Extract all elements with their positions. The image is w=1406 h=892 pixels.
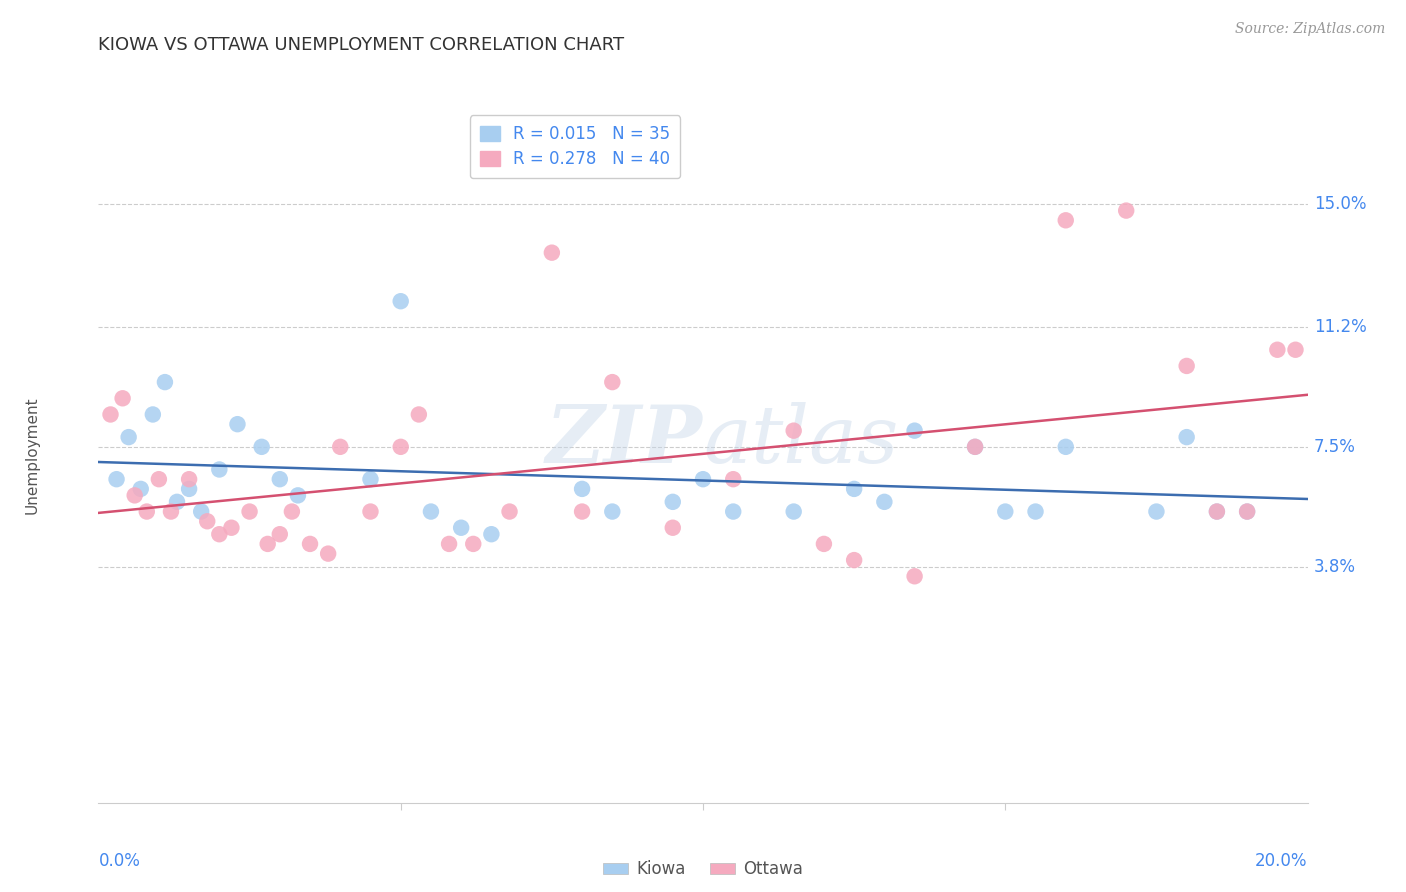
Point [105, 472, 128, 486]
Point [208, 527, 231, 541]
Point [389, 440, 412, 454]
Point [965, 440, 987, 454]
Text: 3.8%: 3.8% [1313, 558, 1355, 575]
Point [844, 553, 866, 567]
Point [1024, 504, 1046, 518]
Point [1206, 504, 1229, 518]
Point [1054, 213, 1077, 227]
Point [1206, 504, 1229, 518]
Point [111, 392, 134, 406]
Point [1236, 504, 1258, 518]
Text: atlas: atlas [703, 402, 898, 480]
Text: 7.5%: 7.5% [1313, 438, 1355, 456]
Point [208, 462, 231, 476]
Text: ZIP: ZIP [546, 402, 703, 480]
Point [329, 440, 352, 454]
Point [1054, 440, 1077, 454]
Point [723, 472, 745, 486]
Point [226, 417, 249, 432]
Point [299, 537, 322, 551]
Point [1175, 430, 1198, 444]
Text: 20.0%: 20.0% [1256, 852, 1308, 870]
Point [153, 375, 176, 389]
Point [316, 547, 339, 561]
Point [148, 472, 170, 486]
Point [281, 504, 304, 518]
Text: Unemployment: Unemployment [24, 396, 39, 514]
Point [723, 504, 745, 518]
Point [269, 527, 291, 541]
Point [142, 408, 165, 422]
Point [195, 514, 218, 528]
Point [160, 504, 183, 518]
Point [100, 408, 122, 422]
Point [1115, 203, 1137, 218]
Point [239, 504, 262, 518]
Point [129, 482, 152, 496]
Point [135, 504, 157, 518]
Point [481, 527, 503, 541]
Point [190, 504, 212, 518]
Point [166, 495, 188, 509]
Text: 0.0%: 0.0% [98, 852, 141, 870]
Point [408, 408, 430, 422]
Point [1236, 504, 1258, 518]
Point [389, 294, 412, 309]
Point [904, 424, 927, 438]
Point [420, 504, 443, 518]
Point [904, 569, 927, 583]
Point [250, 440, 273, 454]
Point [692, 472, 714, 486]
Point [179, 482, 201, 496]
Point [661, 495, 683, 509]
Point [602, 375, 624, 389]
Point [782, 504, 804, 518]
Point [571, 482, 593, 496]
Point [1175, 359, 1198, 373]
Point [540, 245, 562, 260]
Point [965, 440, 987, 454]
Point [1144, 504, 1167, 518]
Point [360, 472, 382, 486]
Point [661, 521, 683, 535]
Point [118, 430, 141, 444]
Point [782, 424, 804, 438]
Point [463, 537, 485, 551]
Point [813, 537, 835, 551]
Point [256, 537, 278, 551]
Legend: Kiowa, Ottawa: Kiowa, Ottawa [596, 854, 810, 885]
Point [124, 488, 146, 502]
Point [360, 504, 382, 518]
Point [498, 504, 520, 518]
Point [287, 488, 309, 502]
Text: 11.2%: 11.2% [1313, 318, 1367, 336]
Point [571, 504, 593, 518]
Point [269, 472, 291, 486]
Point [1284, 343, 1306, 357]
Point [437, 537, 460, 551]
Point [221, 521, 243, 535]
Point [602, 504, 624, 518]
Point [179, 472, 201, 486]
Point [844, 482, 866, 496]
Point [1267, 343, 1289, 357]
Point [994, 504, 1017, 518]
Text: 15.0%: 15.0% [1313, 195, 1367, 213]
Text: KIOWA VS OTTAWA UNEMPLOYMENT CORRELATION CHART: KIOWA VS OTTAWA UNEMPLOYMENT CORRELATION… [98, 36, 624, 54]
Point [450, 521, 472, 535]
Text: Source: ZipAtlas.com: Source: ZipAtlas.com [1234, 22, 1385, 37]
Point [873, 495, 896, 509]
